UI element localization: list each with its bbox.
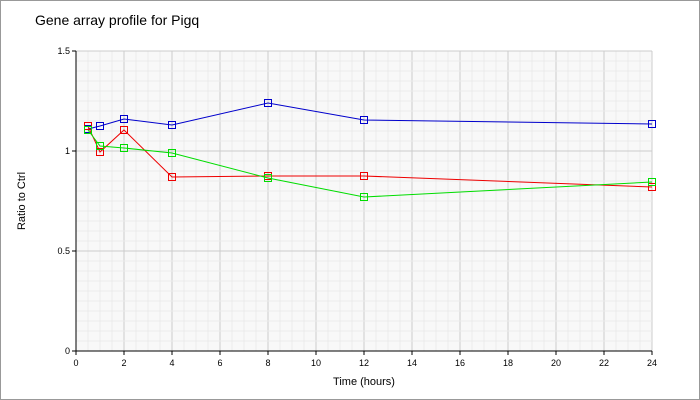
data-point-blue [360, 116, 368, 124]
x-tick-label: 10 [311, 358, 321, 368]
y-axis-label: Ratio to Ctrl [16, 172, 28, 230]
data-point-red [96, 148, 104, 156]
data-point-green [120, 144, 128, 152]
data-point-red [120, 126, 128, 134]
x-tick-label: 20 [551, 358, 561, 368]
x-tick-label: 18 [503, 358, 513, 368]
x-tick-label: 6 [217, 358, 222, 368]
x-tick-label: 2 [121, 358, 126, 368]
data-point-green [360, 193, 368, 201]
data-point-blue [120, 115, 128, 123]
data-point-blue [168, 121, 176, 129]
x-tick-label: 12 [359, 358, 369, 368]
y-tick-label: 0.5 [57, 246, 70, 256]
data-point-blue [264, 99, 272, 107]
x-tick-label: 4 [169, 358, 174, 368]
y-tick-label: 0 [65, 346, 70, 356]
x-tick-label: 22 [599, 358, 609, 368]
data-point-green [84, 126, 92, 134]
data-point-green [168, 149, 176, 157]
data-point-red [168, 173, 176, 181]
series-line-blue [87, 102, 653, 130]
data-point-green [96, 142, 104, 150]
x-axis-label: Time (hours) [333, 376, 395, 388]
data-point-blue [648, 120, 656, 128]
data-point-blue [96, 122, 104, 130]
series-line-red [87, 125, 653, 188]
x-tick-label: 16 [455, 358, 465, 368]
x-tick-label: 14 [407, 358, 417, 368]
series-line-green [87, 129, 653, 198]
data-point-red [360, 172, 368, 180]
data-point-red [648, 183, 656, 191]
data-point-green [264, 174, 272, 182]
data-point-green [648, 178, 656, 186]
y-tick-label: 1.5 [57, 46, 70, 56]
y-tick-label: 1 [65, 146, 70, 156]
x-tick-label: 0 [73, 358, 78, 368]
x-tick-label: 24 [647, 358, 657, 368]
chart-title: Gene array profile for Pigq [35, 12, 199, 28]
x-tick-label: 8 [265, 358, 270, 368]
